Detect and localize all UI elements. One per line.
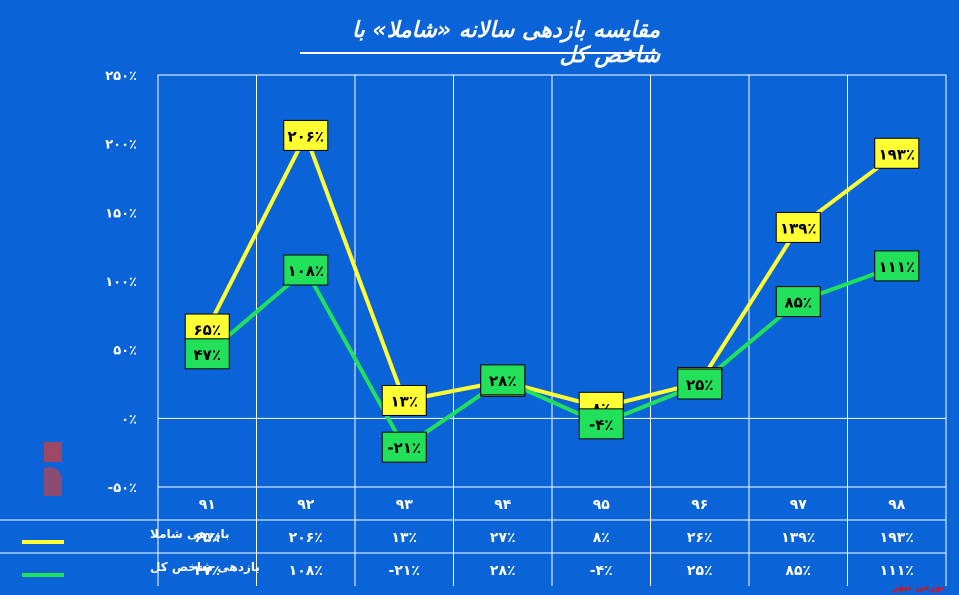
data-label: -۴٪ [589,416,614,434]
table-cell-value: ۱۳۹٪ [781,530,815,546]
series-line-shamla [205,133,898,410]
data-label-box [480,364,526,396]
data-label-box [874,250,920,282]
x-category-label: ۹۵ [593,497,611,513]
table-cell-value: -۲۱٪ [389,563,420,579]
table-cell-value: ۲۰۶٪ [289,530,323,546]
data-label-box [775,286,821,318]
data-label: ۱۱۱٪ [878,258,915,276]
table-cell-value: ۲۵٪ [687,563,713,579]
data-label-box [184,338,230,370]
table-cell-value: ۴۷٪ [194,563,220,579]
table-cell-value: ۱۳٪ [391,530,417,546]
table-cell-value: ۲۸٪ [490,563,516,579]
data-label-box [578,408,624,440]
chart-title: مقایسه بازدهی سالانه «شاملا» با شاخص کل [351,18,660,68]
data-label: ۱۰۸٪ [287,262,324,280]
data-label-box [283,119,329,151]
table-cell-value: ۸۵٪ [785,563,811,579]
data-label: ۶۵٪ [194,321,221,339]
data-label-box [283,254,329,286]
x-category-label: ۹۸ [888,497,906,513]
x-category-label: ۹۱ [199,497,216,513]
table-cell-value: ۱۹۳٪ [880,530,914,546]
y-tick-label: ۱۰۰٪ [105,275,137,290]
data-label: ۱۳۹٪ [780,219,817,237]
data-label: -۲۱٪ [387,439,421,457]
data-label: ۲۰۶٪ [287,127,324,145]
x-category-label: ۹۷ [790,497,808,513]
y-tick-label: ۵۰٪ [113,344,137,359]
data-label-box [381,384,427,416]
y-tick-label: ۲۵۰٪ [105,69,137,84]
x-category-label: ۹۴ [494,497,512,513]
y-tick-label: ۰٪ [121,412,137,427]
data-label: ۲۸٪ [489,372,516,390]
data-label-box [874,137,920,169]
data-label-box [381,431,427,463]
data-label: ۲۵٪ [686,376,713,394]
table-cell-value: -۴٪ [590,563,613,579]
x-category-label: ۹۳ [396,497,414,513]
data-label: ۱۳٪ [391,392,418,410]
table-cell-value: ۶۵٪ [194,530,220,546]
brand-logo-icon [44,442,62,496]
table-cell-value: ۱۰۸٪ [289,563,323,579]
y-tick-label: -۵۰٪ [108,481,137,496]
data-label: ۴۷٪ [194,346,221,364]
table-cell-value: ۸٪ [593,530,610,546]
data-label-box [677,368,723,400]
legend-series-name: بازدهی شاخص کل [150,560,260,574]
legend-series-name: بازدهی شاملا [150,527,230,541]
data-label: ۱۹۳٪ [878,145,915,163]
data-label: ۸۵٪ [785,294,812,312]
table-cell-value: ۲۶٪ [687,530,713,546]
data-label-box [775,211,821,243]
x-category-label: ۹۶ [691,497,708,513]
y-tick-label: ۲۰۰٪ [105,138,137,153]
table-cell-value: ۲۷٪ [490,530,516,546]
x-category-label: ۹۲ [297,497,315,513]
footer-brand: بورس نیوز [892,582,945,593]
table-cell-value: ۱۱۱٪ [880,563,914,579]
title-underline [300,52,658,54]
y-tick-label: ۱۵۰٪ [105,206,137,221]
